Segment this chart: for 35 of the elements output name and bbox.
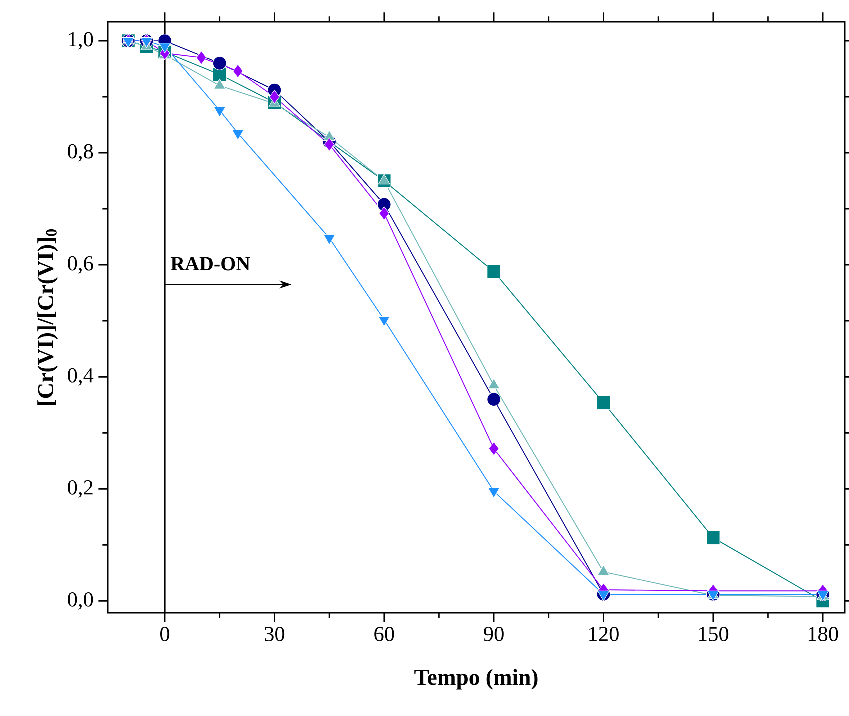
point — [232, 130, 244, 140]
point — [140, 37, 153, 48]
point — [488, 442, 500, 456]
x-tick-label: 120 — [590, 627, 619, 642]
point — [488, 488, 500, 498]
x-tick-label: 30 — [265, 627, 285, 642]
point — [487, 264, 501, 279]
x-axis-title: Tempo (min) — [414, 669, 538, 690]
y-tick-label: 1,0 — [69, 32, 94, 50]
point — [324, 234, 336, 246]
point — [598, 590, 610, 602]
x-tick-label: 60 — [374, 627, 394, 642]
x-tick-label: 90 — [484, 627, 504, 642]
x-tick-label: 180 — [808, 627, 838, 642]
point — [232, 64, 244, 78]
point — [379, 206, 390, 221]
point — [269, 90, 280, 104]
y-tick-label: 0,4 — [68, 368, 94, 386]
y-tick-label: 0,2 — [68, 480, 93, 498]
text: [Cr(VI)]/[Cr(VI)]$_{0}$ — [38, 229, 58, 406]
point — [378, 316, 390, 327]
point — [122, 37, 135, 48]
point — [214, 106, 226, 118]
point — [196, 50, 207, 65]
ref-line-label: RAD-ON — [170, 257, 250, 271]
point — [324, 138, 335, 152]
point — [706, 530, 720, 545]
y-tick-label: 0,8 — [68, 144, 94, 162]
y-tick-label: 0,0 — [68, 592, 94, 610]
point — [596, 396, 611, 410]
point — [212, 56, 227, 70]
point — [487, 392, 501, 406]
x-tick-label: 0 — [160, 627, 170, 642]
x-tick-label: 150 — [699, 627, 729, 642]
y-tick-label: 0,6 — [68, 256, 94, 274]
